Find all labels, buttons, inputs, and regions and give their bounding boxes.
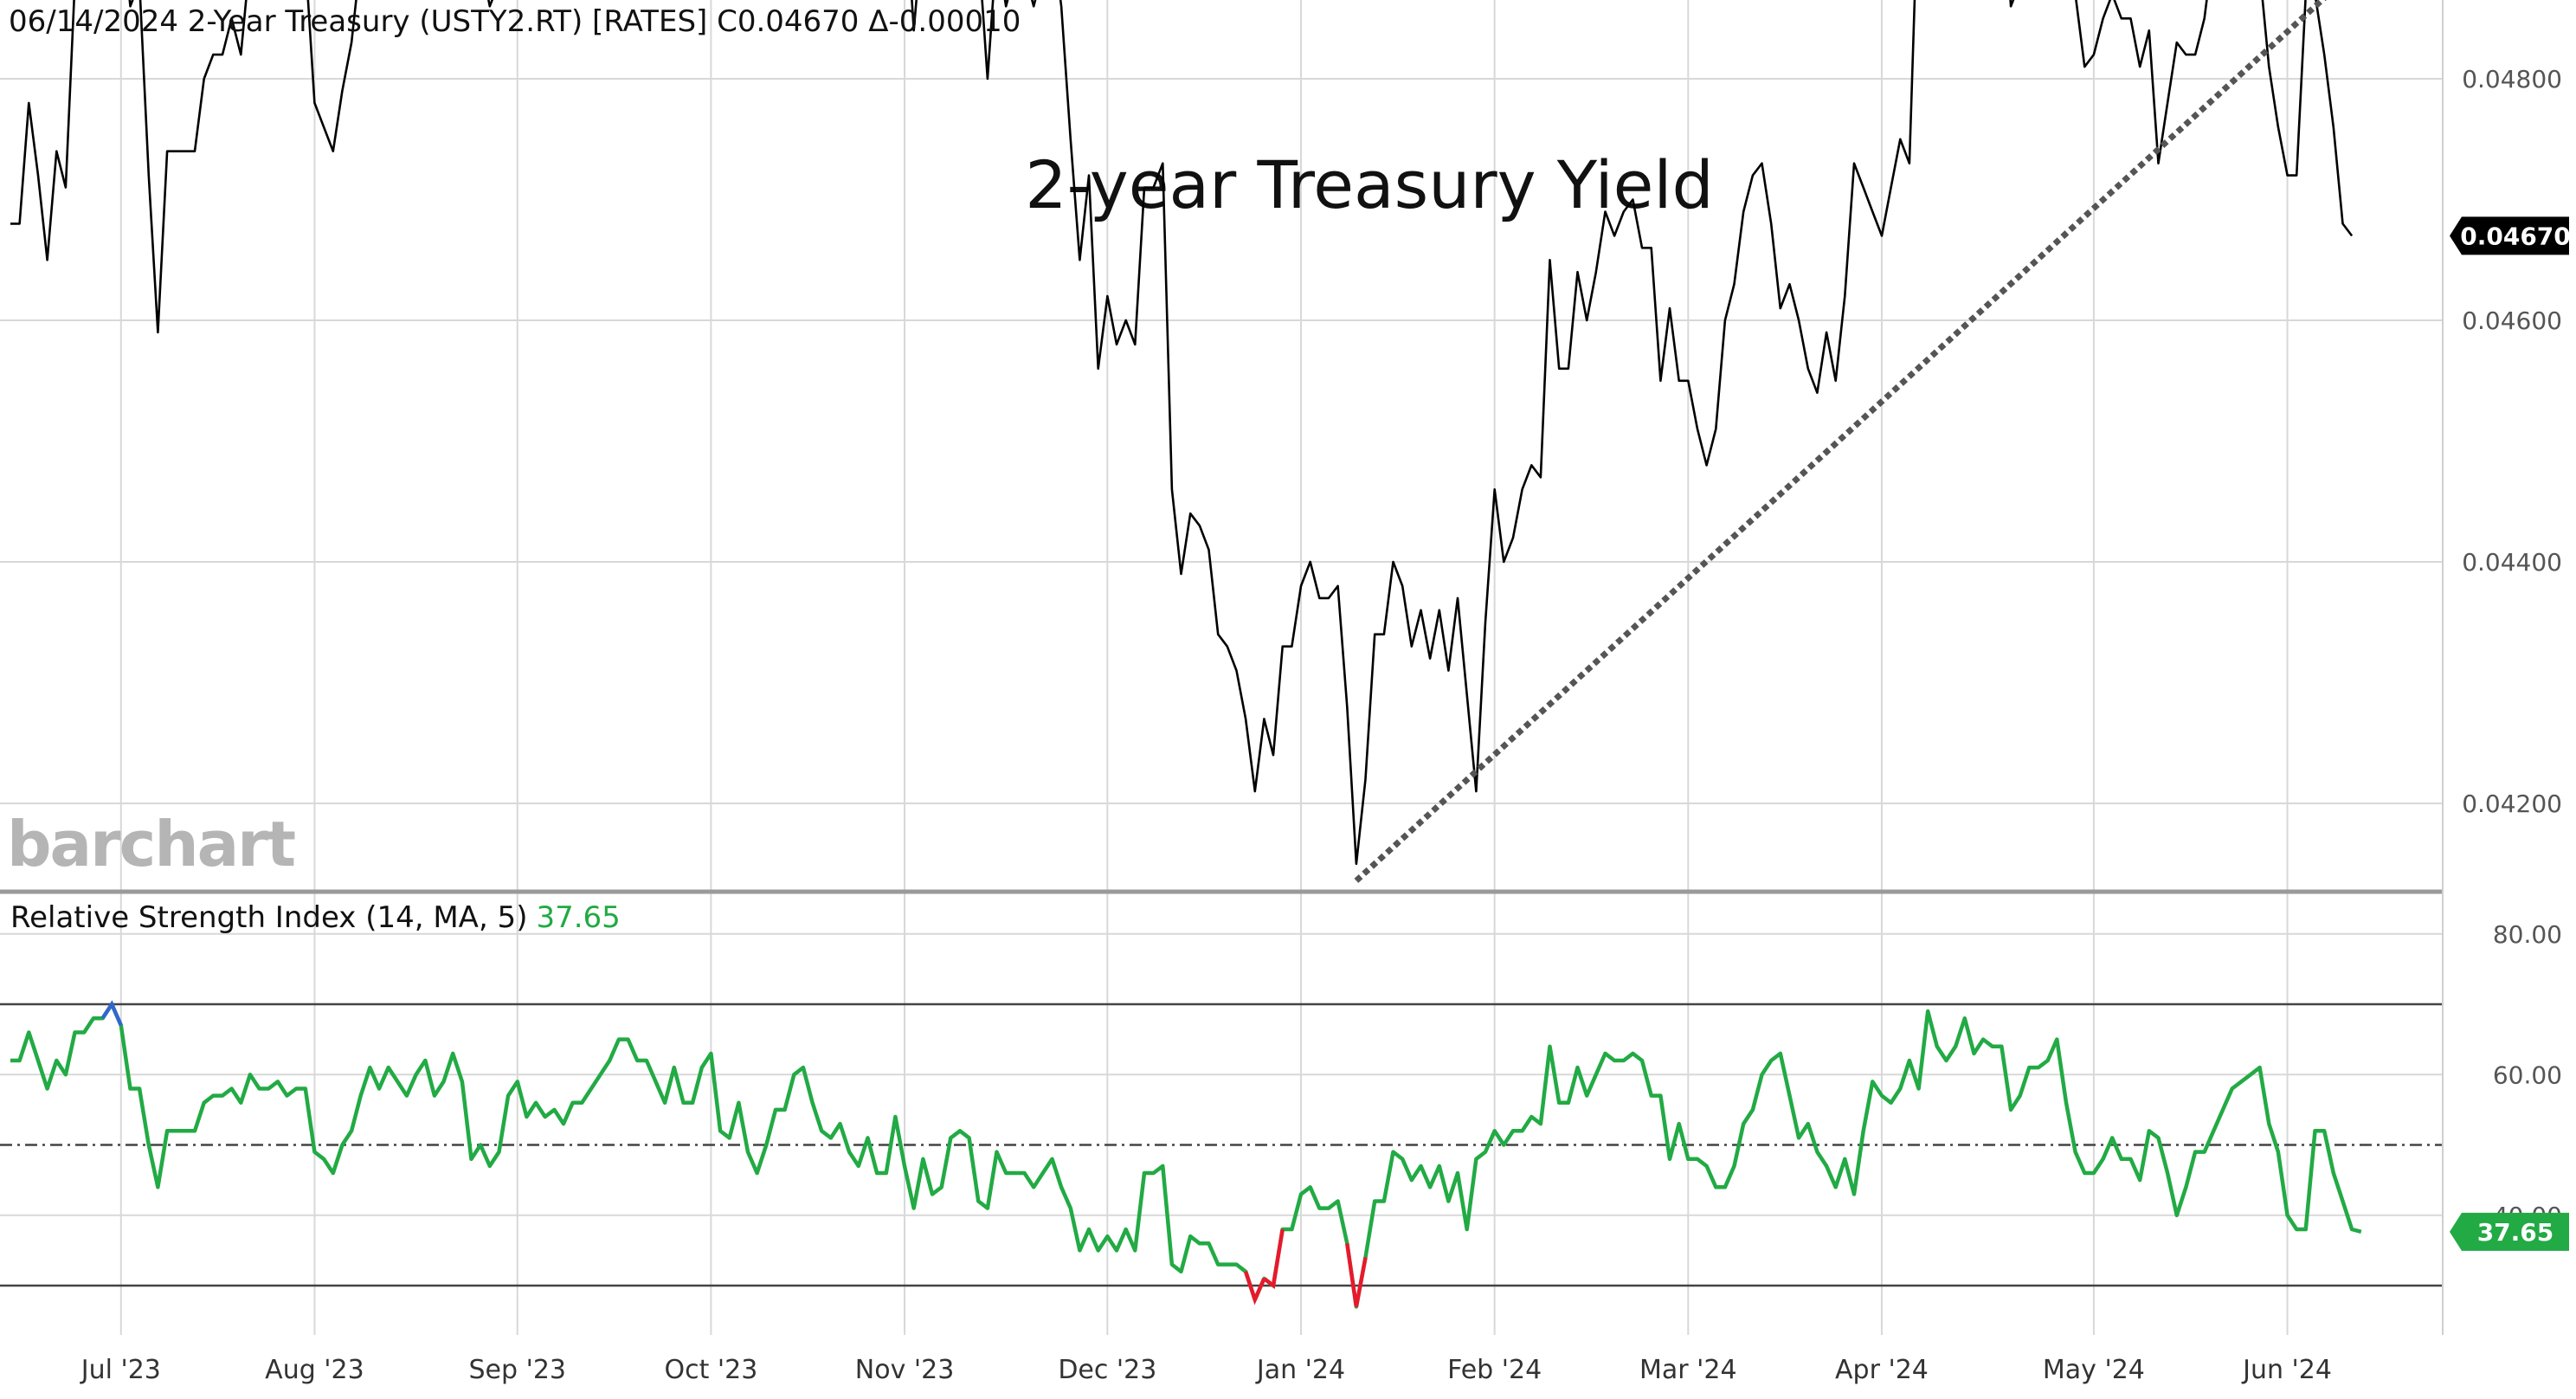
x-tick-label: Jan '24 bbox=[1255, 1355, 1345, 1385]
rsi-tick-label: 60.00 bbox=[2493, 1061, 2562, 1089]
header-title: 06/14/2024 2-Year Treasury (USTY2.RT) [R… bbox=[9, 4, 1021, 39]
y-tick-label: 0.04400 bbox=[2462, 548, 2562, 577]
x-tick-label: Nov '23 bbox=[855, 1355, 955, 1385]
rsi-oversold-mark bbox=[1345, 1242, 1368, 1307]
y-tick-label: 0.04600 bbox=[2462, 306, 2562, 335]
y-tick-label: 0.04200 bbox=[2462, 790, 2562, 818]
rsi-label: Relative Strength Index (14, MA, 5) bbox=[10, 900, 527, 935]
annotation-title: 2-year Treasury Yield bbox=[1025, 146, 1713, 223]
last-price-badge-text: 0.04670 bbox=[2460, 222, 2571, 250]
x-tick-label: Jul '23 bbox=[80, 1355, 161, 1385]
barchart-watermark: barchart bbox=[7, 808, 295, 880]
last-price-badge-shape bbox=[2450, 216, 2569, 255]
rsi-last-badge-text: 37.65 bbox=[2477, 1218, 2554, 1247]
rsi-reference-lines bbox=[0, 1003, 2443, 1287]
trendline bbox=[1354, 0, 2327, 883]
axes: Jul '23 Aug '23 Sep '23 Oct '23 Nov '23 Dec '… bbox=[80, 65, 2562, 1385]
x-tick-label: Oct '23 bbox=[664, 1355, 757, 1385]
x-tick-label: Mar '24 bbox=[1639, 1355, 1737, 1385]
rsi-last-badge-shape bbox=[2450, 1212, 2569, 1251]
rsi-label-row: Relative Strength Index (14, MA, 5) 37.65 bbox=[10, 900, 621, 935]
series bbox=[10, 0, 2362, 1309]
rsi-oversold-mark bbox=[1243, 1271, 1266, 1306]
x-tick-label: May '24 bbox=[2043, 1355, 2145, 1385]
grid bbox=[0, 0, 2443, 1335]
y-tick-label: 0.04800 bbox=[2462, 65, 2562, 93]
last-price-badge: 0.04670 bbox=[2450, 216, 2571, 255]
x-tick-label: Aug '23 bbox=[265, 1355, 364, 1385]
rsi-last-badge: 37.65 bbox=[2450, 1212, 2569, 1251]
rsi-tick-label: 80.00 bbox=[2493, 920, 2562, 949]
x-tick-label: Jun '24 bbox=[2241, 1355, 2332, 1385]
x-tick-label: Apr '24 bbox=[1835, 1355, 1929, 1385]
x-tick-label: Dec '23 bbox=[1058, 1355, 1156, 1385]
x-tick-label: Feb '24 bbox=[1447, 1355, 1542, 1385]
rsi-value-text: 37.65 bbox=[536, 900, 620, 935]
rsi-line bbox=[10, 1002, 2362, 1309]
x-tick-label: Sep '23 bbox=[469, 1355, 567, 1385]
rsi-overbought-mark bbox=[100, 1000, 123, 1027]
rsi-oversold-mark bbox=[1263, 1228, 1285, 1290]
price-line bbox=[10, 0, 2354, 866]
